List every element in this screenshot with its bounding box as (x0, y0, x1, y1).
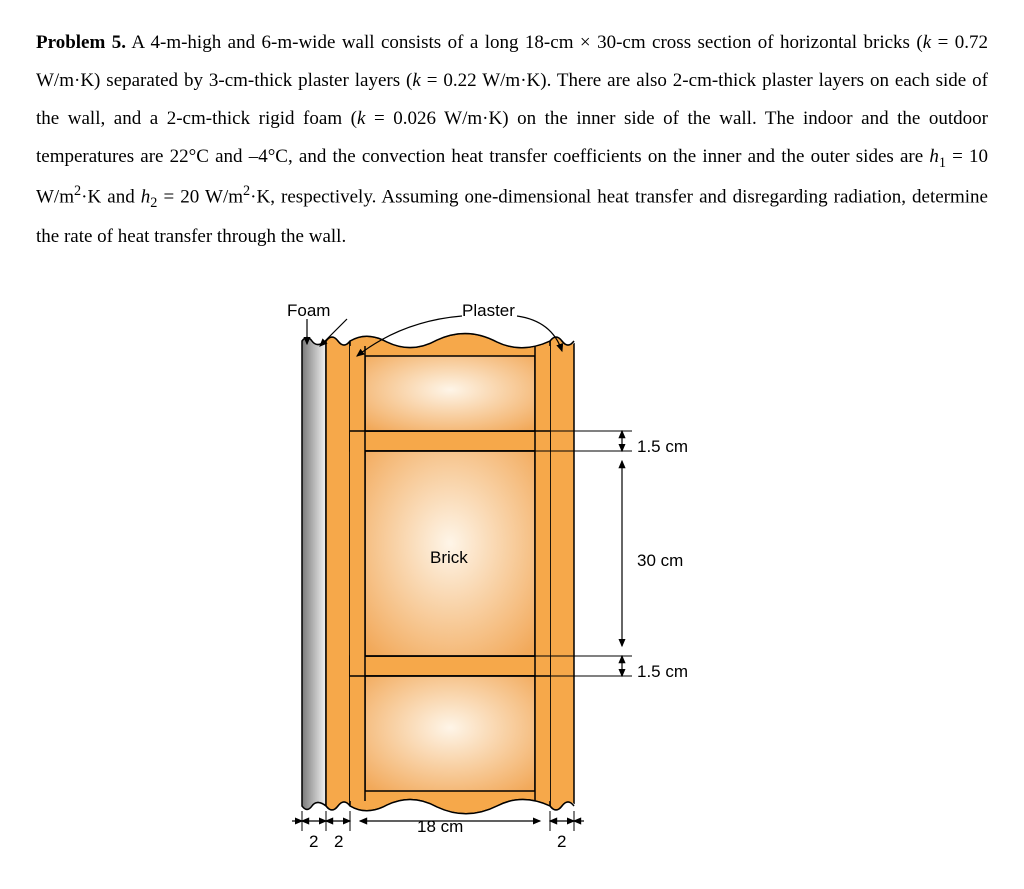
text-p1: A 4-m-high and 6-m-wide wall consists of… (131, 32, 922, 53)
k2: k (412, 70, 420, 91)
plaster-right (550, 337, 574, 810)
brick-upper (365, 356, 535, 431)
label-2-c: 2 (557, 825, 566, 859)
label-30: 30 cm (637, 544, 683, 578)
problem-label: Problem 5. (36, 32, 126, 53)
wall-diagram: Foam Plaster Brick 1.5 cm 30 cm 1.5 cm 1… (252, 286, 772, 846)
plaster-inner-right (535, 346, 550, 801)
plaster-strip-bottom (350, 656, 550, 676)
h1-sub: 1 (939, 155, 946, 171)
k1: k (923, 32, 931, 53)
label-2-a: 2 (309, 825, 318, 859)
h1: h (929, 146, 939, 167)
label-brick: Brick (430, 541, 468, 575)
diagram-container: Foam Plaster Brick 1.5 cm 30 cm 1.5 cm 1… (36, 286, 988, 846)
brick-lower (365, 676, 535, 791)
plaster-inner-left (350, 346, 365, 801)
foam-layer (302, 337, 326, 809)
label-18: 18 cm (417, 810, 463, 844)
problem-statement: Problem 5. A 4-m-high and 6-m-wide wall … (36, 24, 988, 256)
h2: h (141, 187, 151, 208)
plaster-left (326, 337, 350, 810)
label-plaster: Plaster (462, 294, 515, 328)
label-1.5-top: 1.5 cm (637, 430, 688, 464)
text-p7: = 20 W/m (157, 187, 243, 208)
label-1.5-bot: 1.5 cm (637, 655, 688, 689)
plaster-strip-top (350, 431, 550, 451)
label-2-b: 2 (334, 825, 343, 859)
text-p6: ·K and (81, 187, 141, 208)
label-foam: Foam (287, 294, 330, 328)
diagram-svg (252, 286, 772, 846)
